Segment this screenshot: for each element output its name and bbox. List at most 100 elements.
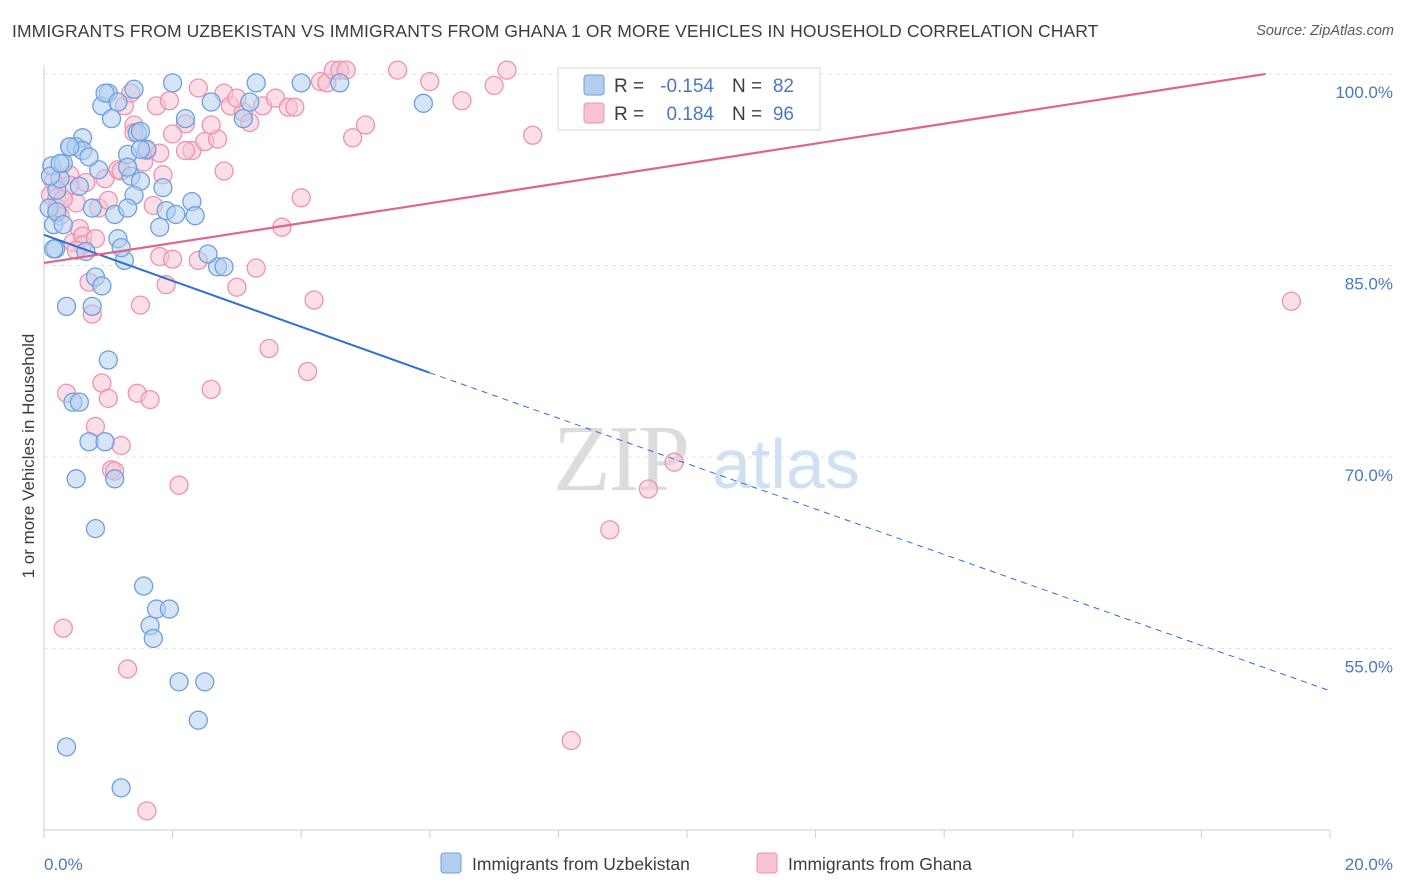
- uzbekistan-point: [79, 147, 99, 167]
- y-tick-label: 85.0%: [1345, 275, 1393, 294]
- ghana-point: [130, 295, 151, 315]
- uzbekistan-point: [98, 350, 118, 370]
- ghana-point: [523, 125, 543, 145]
- uzbekistan-point: [82, 198, 102, 218]
- y-tick-label: 100.0%: [1335, 83, 1393, 102]
- uzbekistan-point: [92, 276, 112, 296]
- uzbekistan-point: [233, 108, 253, 129]
- legend-r-value-uzbekistan: -0.154: [660, 76, 714, 97]
- series-legend-swatch-uzbekistan: [440, 852, 462, 874]
- ghana-point: [1281, 291, 1302, 311]
- series-legend-label-ghana: Immigrants from Ghana: [788, 854, 972, 874]
- ghana-point: [297, 361, 318, 382]
- uzbekistan-point: [175, 108, 196, 129]
- series-legend-label-uzbekistan: Immigrants from Uzbekistan: [472, 854, 690, 874]
- uzbekistan-point: [40, 166, 61, 186]
- ghana-point: [387, 60, 408, 80]
- uzbekistan-point: [240, 92, 260, 112]
- ghana-point: [85, 229, 106, 249]
- uzbekistan-point: [117, 198, 138, 218]
- ghana-point: [246, 258, 266, 278]
- legend-r-label-uzbekistan: R =: [614, 76, 644, 97]
- x-tick-label-min: 0.0%: [44, 855, 83, 874]
- uzbekistan-point: [153, 177, 173, 198]
- uzbekistan-point: [214, 257, 234, 277]
- ghana-point: [420, 71, 440, 92]
- ghana-point: [342, 128, 363, 148]
- uzbekistan-point: [69, 176, 90, 196]
- uzbekistan-point: [124, 79, 144, 99]
- ghana-point: [98, 388, 118, 408]
- ghana-point: [201, 115, 221, 135]
- ghana-point: [201, 379, 221, 400]
- ghana-point: [304, 290, 324, 310]
- uzbekistan-point: [201, 92, 221, 112]
- uzbekistan-point: [413, 93, 434, 113]
- ghana-point: [484, 75, 504, 96]
- legend-swatch-ghana: [583, 102, 605, 124]
- ghana-point: [53, 618, 73, 638]
- uzbekistan-point: [150, 217, 170, 237]
- watermark: ZIP atlas: [553, 407, 860, 511]
- ghana-point: [117, 659, 138, 679]
- series-legend-swatch-ghana: [756, 852, 778, 874]
- ghana-point: [175, 140, 196, 161]
- y-tick-label: 55.0%: [1345, 658, 1393, 677]
- uzbekistan-point: [79, 432, 99, 452]
- uzbekistan-point: [101, 108, 122, 129]
- legend-r-value-ghana: 0.184: [666, 104, 714, 125]
- ghana-point: [664, 452, 684, 472]
- uzbekistan-point: [60, 137, 80, 157]
- trend-line-uzbekistan-extension: [429, 372, 1331, 692]
- correlation-legend: R = -0.154 N = 82 R = 0.184 N = 96: [557, 67, 821, 131]
- uzbekistan-point: [162, 73, 183, 93]
- gridlines: [44, 73, 1396, 650]
- uzbekistan-point: [330, 73, 350, 93]
- ghana-point: [111, 435, 131, 456]
- ghana-point: [561, 730, 581, 751]
- ghana-point: [188, 78, 208, 98]
- uzbekistan-point: [56, 737, 77, 757]
- legend-n-value-ghana: 96: [773, 104, 794, 125]
- uzbekistan-point: [198, 244, 218, 264]
- ghana-point: [355, 115, 376, 135]
- uzbekistan-point: [66, 469, 86, 489]
- ghana-point: [214, 161, 234, 181]
- uzbekistan-point: [111, 237, 131, 258]
- chart-source: Source: ZipAtlas.com: [1256, 23, 1394, 39]
- legend-n-value-uzbekistan: 82: [773, 76, 794, 97]
- uzbekistan-point: [50, 153, 70, 173]
- uzbekistan-point: [166, 204, 186, 225]
- uzbekistan-point: [188, 710, 208, 730]
- ghana-point: [137, 801, 157, 821]
- uzbekistan-point: [185, 206, 205, 226]
- uzbekistan-point: [143, 628, 163, 649]
- ghana-point: [259, 338, 279, 359]
- uzbekistan-point: [43, 239, 64, 259]
- uzbekistan-point: [130, 139, 151, 159]
- ghana-point: [285, 97, 305, 117]
- uzbekistan-point: [53, 214, 73, 235]
- trend-line-uzbekistan: [43, 233, 431, 374]
- uzbekistan-point: [56, 296, 77, 317]
- ghana-point: [227, 277, 247, 297]
- ghana-point: [638, 479, 659, 499]
- uzbekistan-point: [111, 778, 131, 798]
- y-tick-label: 70.0%: [1345, 466, 1393, 485]
- ghana-point: [600, 520, 620, 540]
- uzbekistan-point: [89, 160, 109, 180]
- ghana-point: [169, 475, 189, 495]
- chart-title: IMMIGRANTS FROM UZBEKISTAN VS IMMIGRANTS…: [12, 21, 1099, 41]
- uzbekistan-point: [105, 469, 125, 489]
- uzbekistan-point: [159, 599, 180, 619]
- uzbekistan-point: [195, 672, 215, 692]
- uzbekistan-point: [130, 121, 151, 142]
- uzbekistan-point: [169, 672, 189, 692]
- y-axis-title: 1 or more Vehicles in Household: [19, 334, 38, 579]
- trend-lines: [43, 72, 1331, 692]
- uzbekistan-point: [246, 73, 266, 93]
- series-uzbekistan-points: [39, 73, 434, 798]
- ghana-point: [291, 188, 311, 208]
- ghana-point: [162, 249, 183, 269]
